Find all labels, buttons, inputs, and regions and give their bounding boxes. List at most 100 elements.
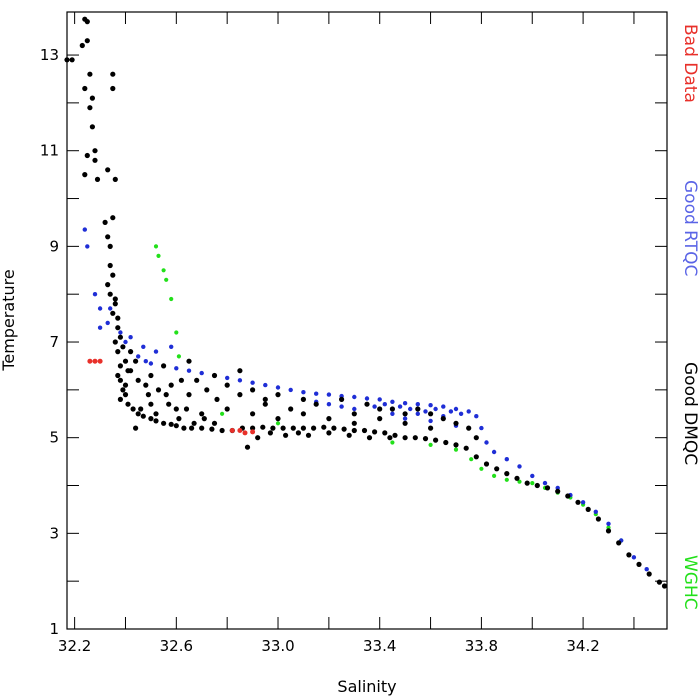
point-good-dmqc bbox=[140, 413, 146, 419]
point-wghc bbox=[275, 421, 281, 426]
x-axis-title: Salinity bbox=[337, 677, 396, 696]
point-good-dmqc bbox=[211, 420, 218, 426]
point-good-rtqc bbox=[580, 500, 586, 505]
point-good-dmqc bbox=[428, 425, 434, 431]
point-good-dmqc bbox=[237, 392, 243, 398]
point-good-dmqc bbox=[112, 339, 118, 345]
point-good-dmqc bbox=[494, 466, 500, 472]
legend: Bad Data Good RTQC Good DMQC WGHC bbox=[680, 24, 700, 610]
point-good-dmqc bbox=[311, 425, 317, 431]
point-good-dmqc bbox=[237, 368, 243, 374]
point-good-dmqc bbox=[120, 344, 126, 350]
point-wghc bbox=[428, 442, 433, 447]
point-good-dmqc bbox=[361, 427, 368, 434]
point-good-dmqc bbox=[148, 401, 154, 407]
point-good-dmqc bbox=[105, 167, 111, 173]
point-good-rtqc bbox=[542, 480, 548, 486]
point-good-dmqc bbox=[313, 401, 319, 407]
point-good-dmqc bbox=[295, 430, 301, 436]
point-good-dmqc bbox=[183, 406, 190, 412]
point-good-dmqc bbox=[402, 435, 408, 441]
point-good-dmqc bbox=[300, 396, 306, 402]
point-good-dmqc bbox=[267, 430, 273, 436]
point-good-dmqc bbox=[224, 382, 230, 388]
point-good-dmqc bbox=[387, 435, 393, 441]
point-good-dmqc bbox=[463, 445, 469, 451]
point-good-rtqc bbox=[441, 404, 446, 409]
x-tick-label: 32.2 bbox=[58, 637, 91, 655]
point-good-dmqc bbox=[110, 310, 116, 316]
point-good-dmqc bbox=[351, 411, 357, 417]
point-good-rtqc bbox=[631, 555, 637, 560]
point-good-dmqc bbox=[84, 152, 90, 159]
point-bad-data bbox=[229, 428, 235, 433]
plot-frame bbox=[66, 11, 668, 630]
point-wghc bbox=[156, 253, 161, 258]
point-good-dmqc bbox=[341, 426, 347, 432]
point-good-rtqc bbox=[82, 227, 88, 232]
point-good-dmqc bbox=[84, 19, 90, 25]
point-good-dmqc bbox=[173, 423, 179, 429]
point-good-dmqc bbox=[168, 382, 174, 388]
point-good-dmqc bbox=[524, 480, 530, 486]
point-good-rtqc bbox=[364, 396, 370, 401]
point-good-dmqc bbox=[565, 493, 571, 499]
point-good-rtqc bbox=[390, 399, 395, 404]
point-good-dmqc bbox=[595, 516, 602, 522]
point-good-rtqc bbox=[92, 292, 98, 297]
point-good-dmqc bbox=[262, 401, 268, 407]
point-good-dmqc bbox=[110, 272, 116, 278]
point-good-rtqc bbox=[153, 349, 159, 354]
point-good-rtqc bbox=[428, 418, 433, 424]
point-good-rtqc bbox=[402, 401, 408, 406]
legend-label-wghc: WGHC bbox=[680, 555, 700, 610]
point-good-rtqc bbox=[169, 344, 174, 349]
point-good-dmqc bbox=[214, 396, 220, 402]
point-good-rtqc bbox=[288, 387, 293, 393]
point-good-rtqc bbox=[326, 392, 332, 397]
point-good-dmqc bbox=[544, 485, 551, 491]
point-good-dmqc bbox=[514, 475, 520, 481]
point-bad-data bbox=[250, 429, 256, 435]
point-good-dmqc bbox=[300, 425, 306, 431]
point-good-dmqc bbox=[504, 471, 510, 477]
point-good-rtqc bbox=[453, 406, 459, 412]
point-good-rtqc bbox=[397, 404, 403, 409]
point-good-rtqc bbox=[377, 397, 382, 402]
point-wghc bbox=[220, 411, 225, 416]
point-good-rtqc bbox=[402, 416, 408, 421]
point-wghc bbox=[153, 244, 159, 249]
point-good-rtqc bbox=[484, 440, 489, 445]
point-good-dmqc bbox=[422, 436, 429, 442]
point-wghc bbox=[174, 330, 179, 335]
point-bad-data bbox=[242, 430, 248, 436]
point-good-dmqc bbox=[392, 432, 398, 438]
point-good-dmqc bbox=[283, 432, 289, 438]
legend-label-bad-data: Bad Data bbox=[680, 24, 700, 103]
point-good-dmqc bbox=[105, 282, 111, 288]
point-good-dmqc bbox=[331, 425, 337, 431]
point-good-dmqc bbox=[305, 432, 312, 438]
point-good-dmqc bbox=[89, 95, 95, 101]
point-good-dmqc bbox=[112, 301, 118, 307]
point-good-dmqc bbox=[69, 57, 75, 63]
point-good-rtqc bbox=[97, 306, 103, 311]
point-good-dmqc bbox=[377, 416, 383, 422]
point-good-dmqc bbox=[211, 372, 218, 379]
data-points bbox=[64, 16, 668, 589]
point-good-dmqc bbox=[616, 540, 622, 546]
point-good-dmqc bbox=[178, 377, 184, 383]
point-wghc bbox=[504, 477, 509, 482]
point-good-dmqc bbox=[351, 420, 357, 426]
point-good-dmqc bbox=[443, 439, 449, 446]
point-good-rtqc bbox=[415, 411, 420, 416]
point-good-dmqc bbox=[453, 420, 459, 426]
point-good-dmqc bbox=[153, 411, 159, 417]
point-good-dmqc bbox=[433, 437, 439, 443]
point-good-dmqc bbox=[201, 416, 207, 422]
point-good-dmqc bbox=[153, 418, 159, 424]
x-tick-label: 32.6 bbox=[160, 637, 193, 655]
point-good-rtqc bbox=[123, 339, 128, 345]
x-tick-label: 34.2 bbox=[566, 637, 599, 655]
